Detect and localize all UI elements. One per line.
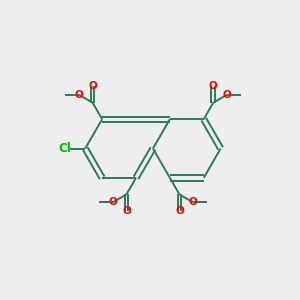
Text: O: O <box>75 90 83 100</box>
Text: O: O <box>209 81 218 92</box>
Text: O: O <box>88 81 97 92</box>
Text: O: O <box>223 90 231 100</box>
Text: O: O <box>109 197 117 207</box>
Text: Cl: Cl <box>58 142 71 155</box>
Text: O: O <box>122 206 131 216</box>
Text: O: O <box>189 197 197 207</box>
Text: O: O <box>175 206 184 216</box>
